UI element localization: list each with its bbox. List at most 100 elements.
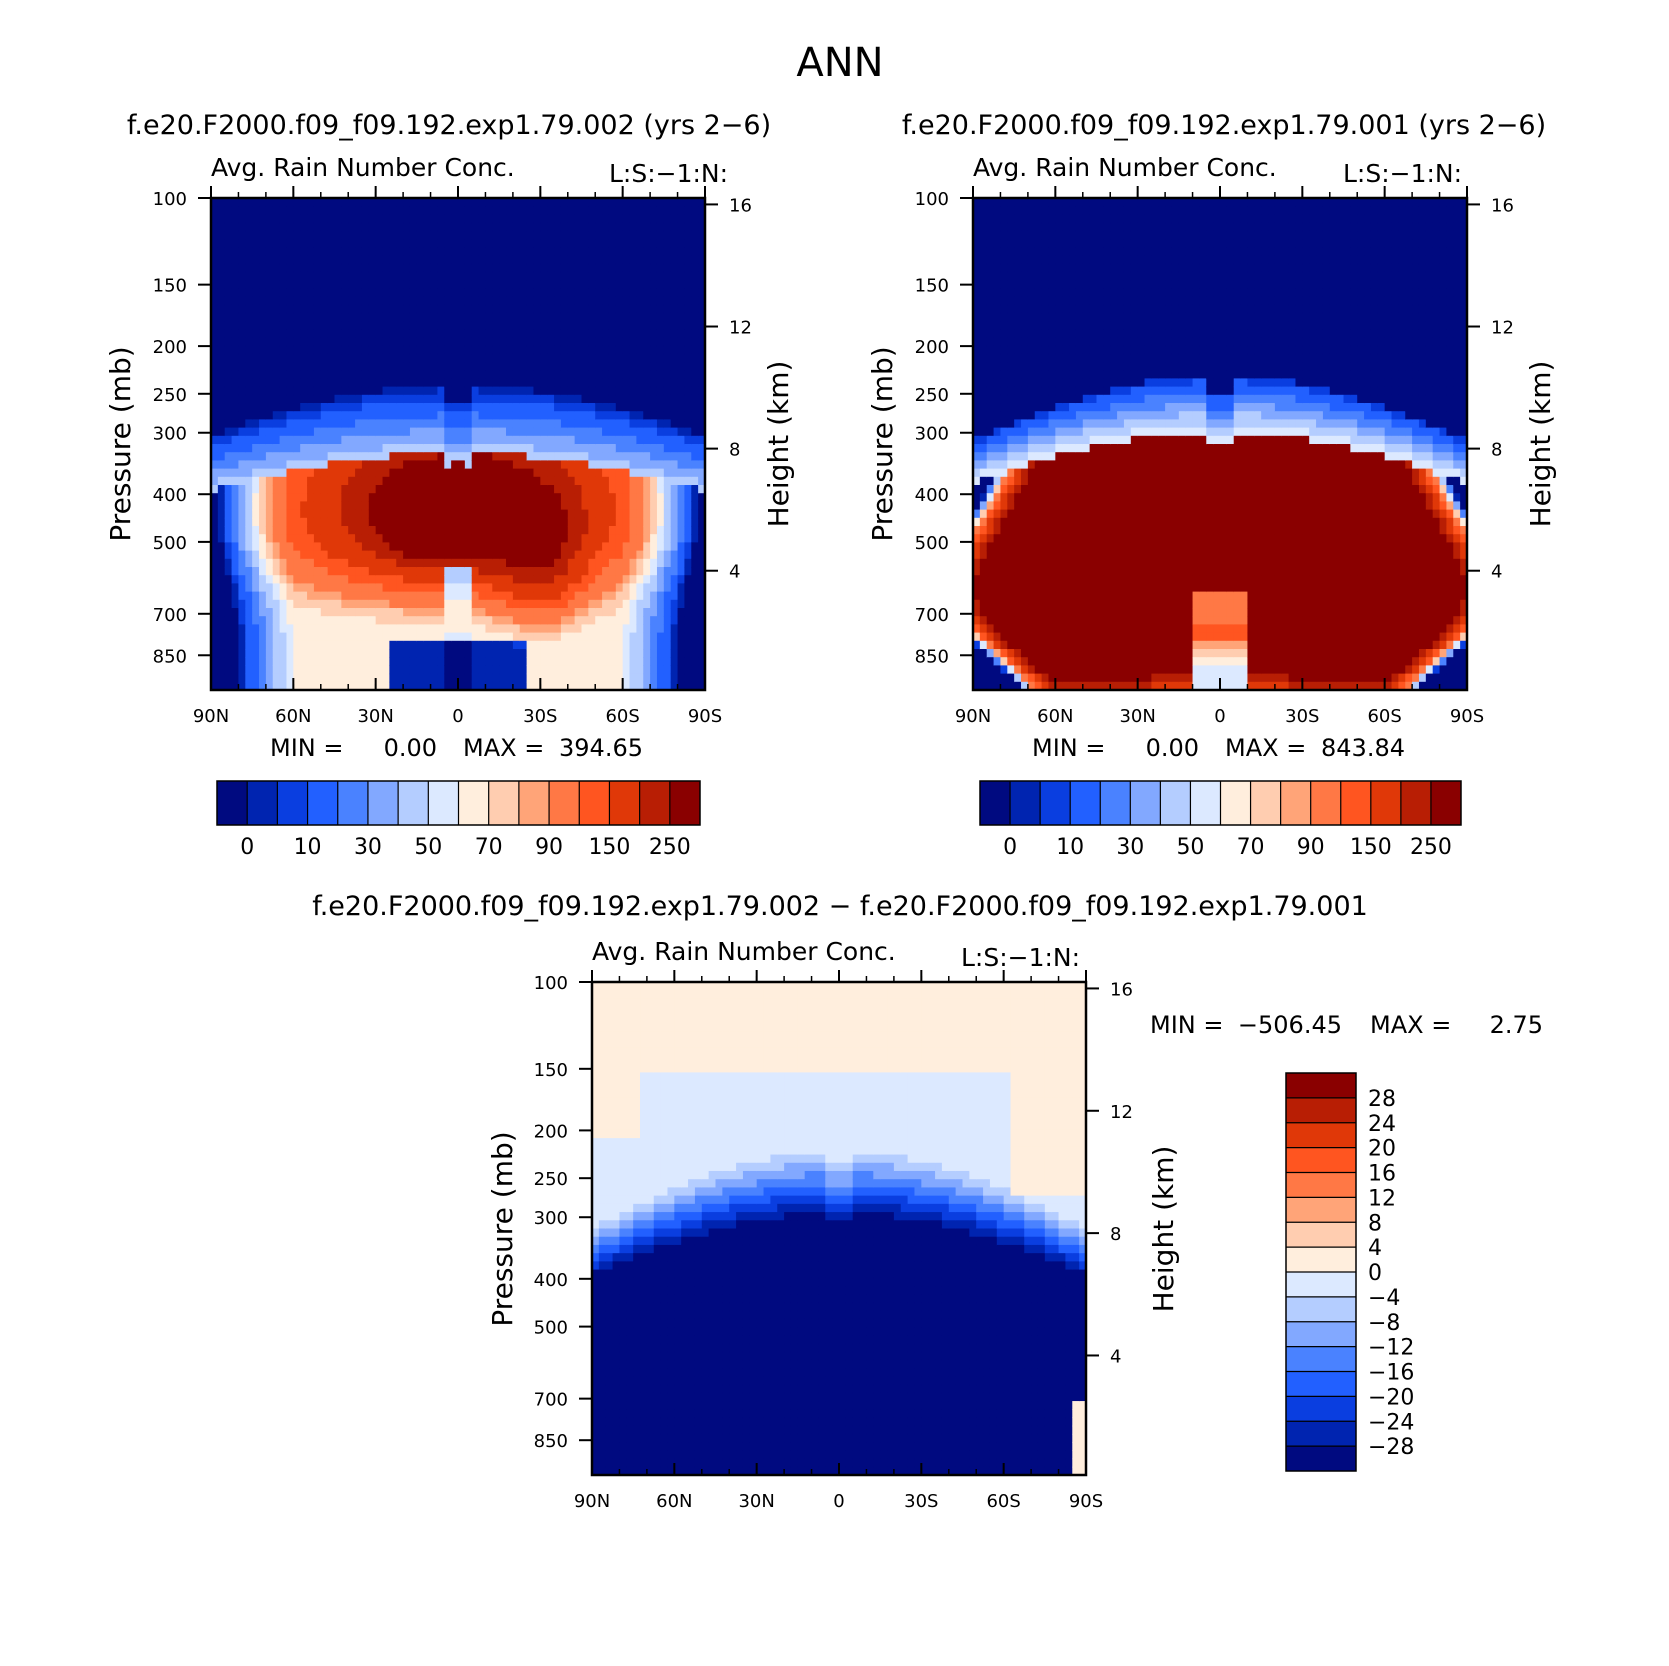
colorbar-swatch bbox=[518, 781, 550, 825]
contour-cell bbox=[643, 337, 651, 347]
contour-cell bbox=[691, 534, 699, 543]
contour-cell bbox=[698, 558, 706, 568]
contour-cell bbox=[485, 665, 493, 675]
contour-cell bbox=[670, 616, 679, 625]
contour-cell bbox=[554, 198, 562, 207]
contour-cell bbox=[506, 673, 514, 683]
contour-cell bbox=[499, 485, 507, 494]
contour-cell bbox=[526, 247, 535, 256]
contour-cell bbox=[993, 239, 1002, 248]
contour-cell bbox=[334, 296, 342, 306]
contour-cell bbox=[684, 493, 692, 502]
contour-cell bbox=[1021, 362, 1029, 371]
contour-cell bbox=[300, 550, 308, 560]
contour-cell bbox=[300, 526, 308, 535]
contour-cell bbox=[643, 263, 651, 273]
contour-cell bbox=[973, 329, 981, 338]
contour-cell bbox=[259, 411, 267, 420]
contour-cell bbox=[217, 640, 226, 650]
contour-cell bbox=[217, 591, 226, 601]
contour-cell bbox=[471, 345, 480, 355]
contour-cell bbox=[691, 575, 699, 584]
contour-cell bbox=[979, 370, 988, 379]
contour-cell bbox=[231, 558, 240, 568]
contour-cell bbox=[492, 542, 500, 552]
contour-cell bbox=[286, 337, 294, 347]
contour-cell bbox=[691, 329, 699, 338]
contour-cell bbox=[259, 239, 267, 248]
contour-cell bbox=[636, 476, 644, 486]
contour-cell bbox=[341, 476, 349, 486]
contour-cell bbox=[313, 550, 322, 560]
contour-cell bbox=[677, 230, 686, 240]
contour-cell bbox=[519, 567, 528, 576]
contour-cell bbox=[643, 608, 651, 617]
contour-cell bbox=[554, 419, 562, 429]
contour-cell bbox=[506, 591, 514, 601]
contour-cell bbox=[471, 452, 480, 461]
contour-cell bbox=[382, 640, 390, 650]
contour-cell bbox=[259, 649, 267, 658]
contour-cell bbox=[636, 444, 644, 453]
contour-cell bbox=[1007, 337, 1015, 347]
contour-cell bbox=[471, 501, 480, 511]
contour-cell bbox=[361, 427, 370, 437]
contour-cell bbox=[409, 386, 418, 396]
contour-cell bbox=[656, 411, 665, 420]
contour-cell bbox=[677, 624, 686, 634]
contour-cell bbox=[615, 444, 624, 453]
contour-cell bbox=[629, 312, 637, 322]
contour-cell bbox=[217, 386, 226, 396]
contour-cell bbox=[231, 624, 240, 634]
contour-cell bbox=[217, 624, 226, 634]
contour-cell bbox=[355, 394, 363, 404]
contour-cell bbox=[677, 567, 686, 576]
contour-cell bbox=[327, 419, 336, 429]
contour-cell bbox=[643, 214, 651, 224]
contour-cell bbox=[293, 321, 301, 330]
contour-cell bbox=[540, 673, 548, 683]
contour-cell bbox=[643, 460, 651, 470]
contour-cell bbox=[526, 296, 535, 306]
contour-cell bbox=[656, 247, 665, 256]
contour-cell bbox=[670, 558, 679, 568]
contour-cell bbox=[643, 394, 651, 404]
contour-cell bbox=[409, 558, 418, 568]
contour-cell bbox=[1027, 386, 1036, 396]
contour-cell bbox=[231, 468, 240, 478]
contour-cell bbox=[670, 271, 679, 281]
contour-cell bbox=[492, 214, 500, 224]
contour-cell bbox=[361, 312, 370, 322]
contour-cell bbox=[677, 452, 686, 461]
contour-cell bbox=[547, 599, 555, 609]
contour-cell bbox=[327, 411, 336, 420]
colorbar-label: 90 bbox=[535, 835, 563, 860]
contour-cell bbox=[595, 640, 603, 650]
contour-cell bbox=[375, 665, 384, 675]
contour-cell bbox=[602, 681, 610, 691]
contour-cell bbox=[252, 550, 260, 560]
contour-cell bbox=[622, 558, 631, 568]
contour-cell bbox=[993, 271, 1002, 281]
contour-cell bbox=[608, 353, 617, 363]
contour-cell bbox=[327, 239, 336, 248]
contour-cell bbox=[1014, 583, 1022, 593]
contour-cell bbox=[615, 386, 624, 396]
contour-cell bbox=[348, 435, 356, 445]
contour-cell bbox=[423, 526, 432, 535]
contour-cell bbox=[313, 468, 322, 478]
contour-cell bbox=[581, 632, 589, 642]
contour-cell bbox=[684, 665, 692, 675]
contour-cell bbox=[334, 624, 342, 634]
contour-cell bbox=[574, 517, 583, 527]
contour-cell bbox=[320, 460, 329, 470]
contour-cell bbox=[320, 616, 329, 625]
contour-cell bbox=[238, 452, 246, 461]
contour-cell bbox=[286, 460, 294, 470]
contour-cell bbox=[355, 263, 363, 273]
contour-cell bbox=[375, 657, 384, 666]
contour-cell bbox=[986, 542, 995, 552]
contour-cell bbox=[1007, 239, 1015, 248]
contour-cell bbox=[993, 542, 1002, 552]
contour-cell bbox=[403, 599, 411, 609]
